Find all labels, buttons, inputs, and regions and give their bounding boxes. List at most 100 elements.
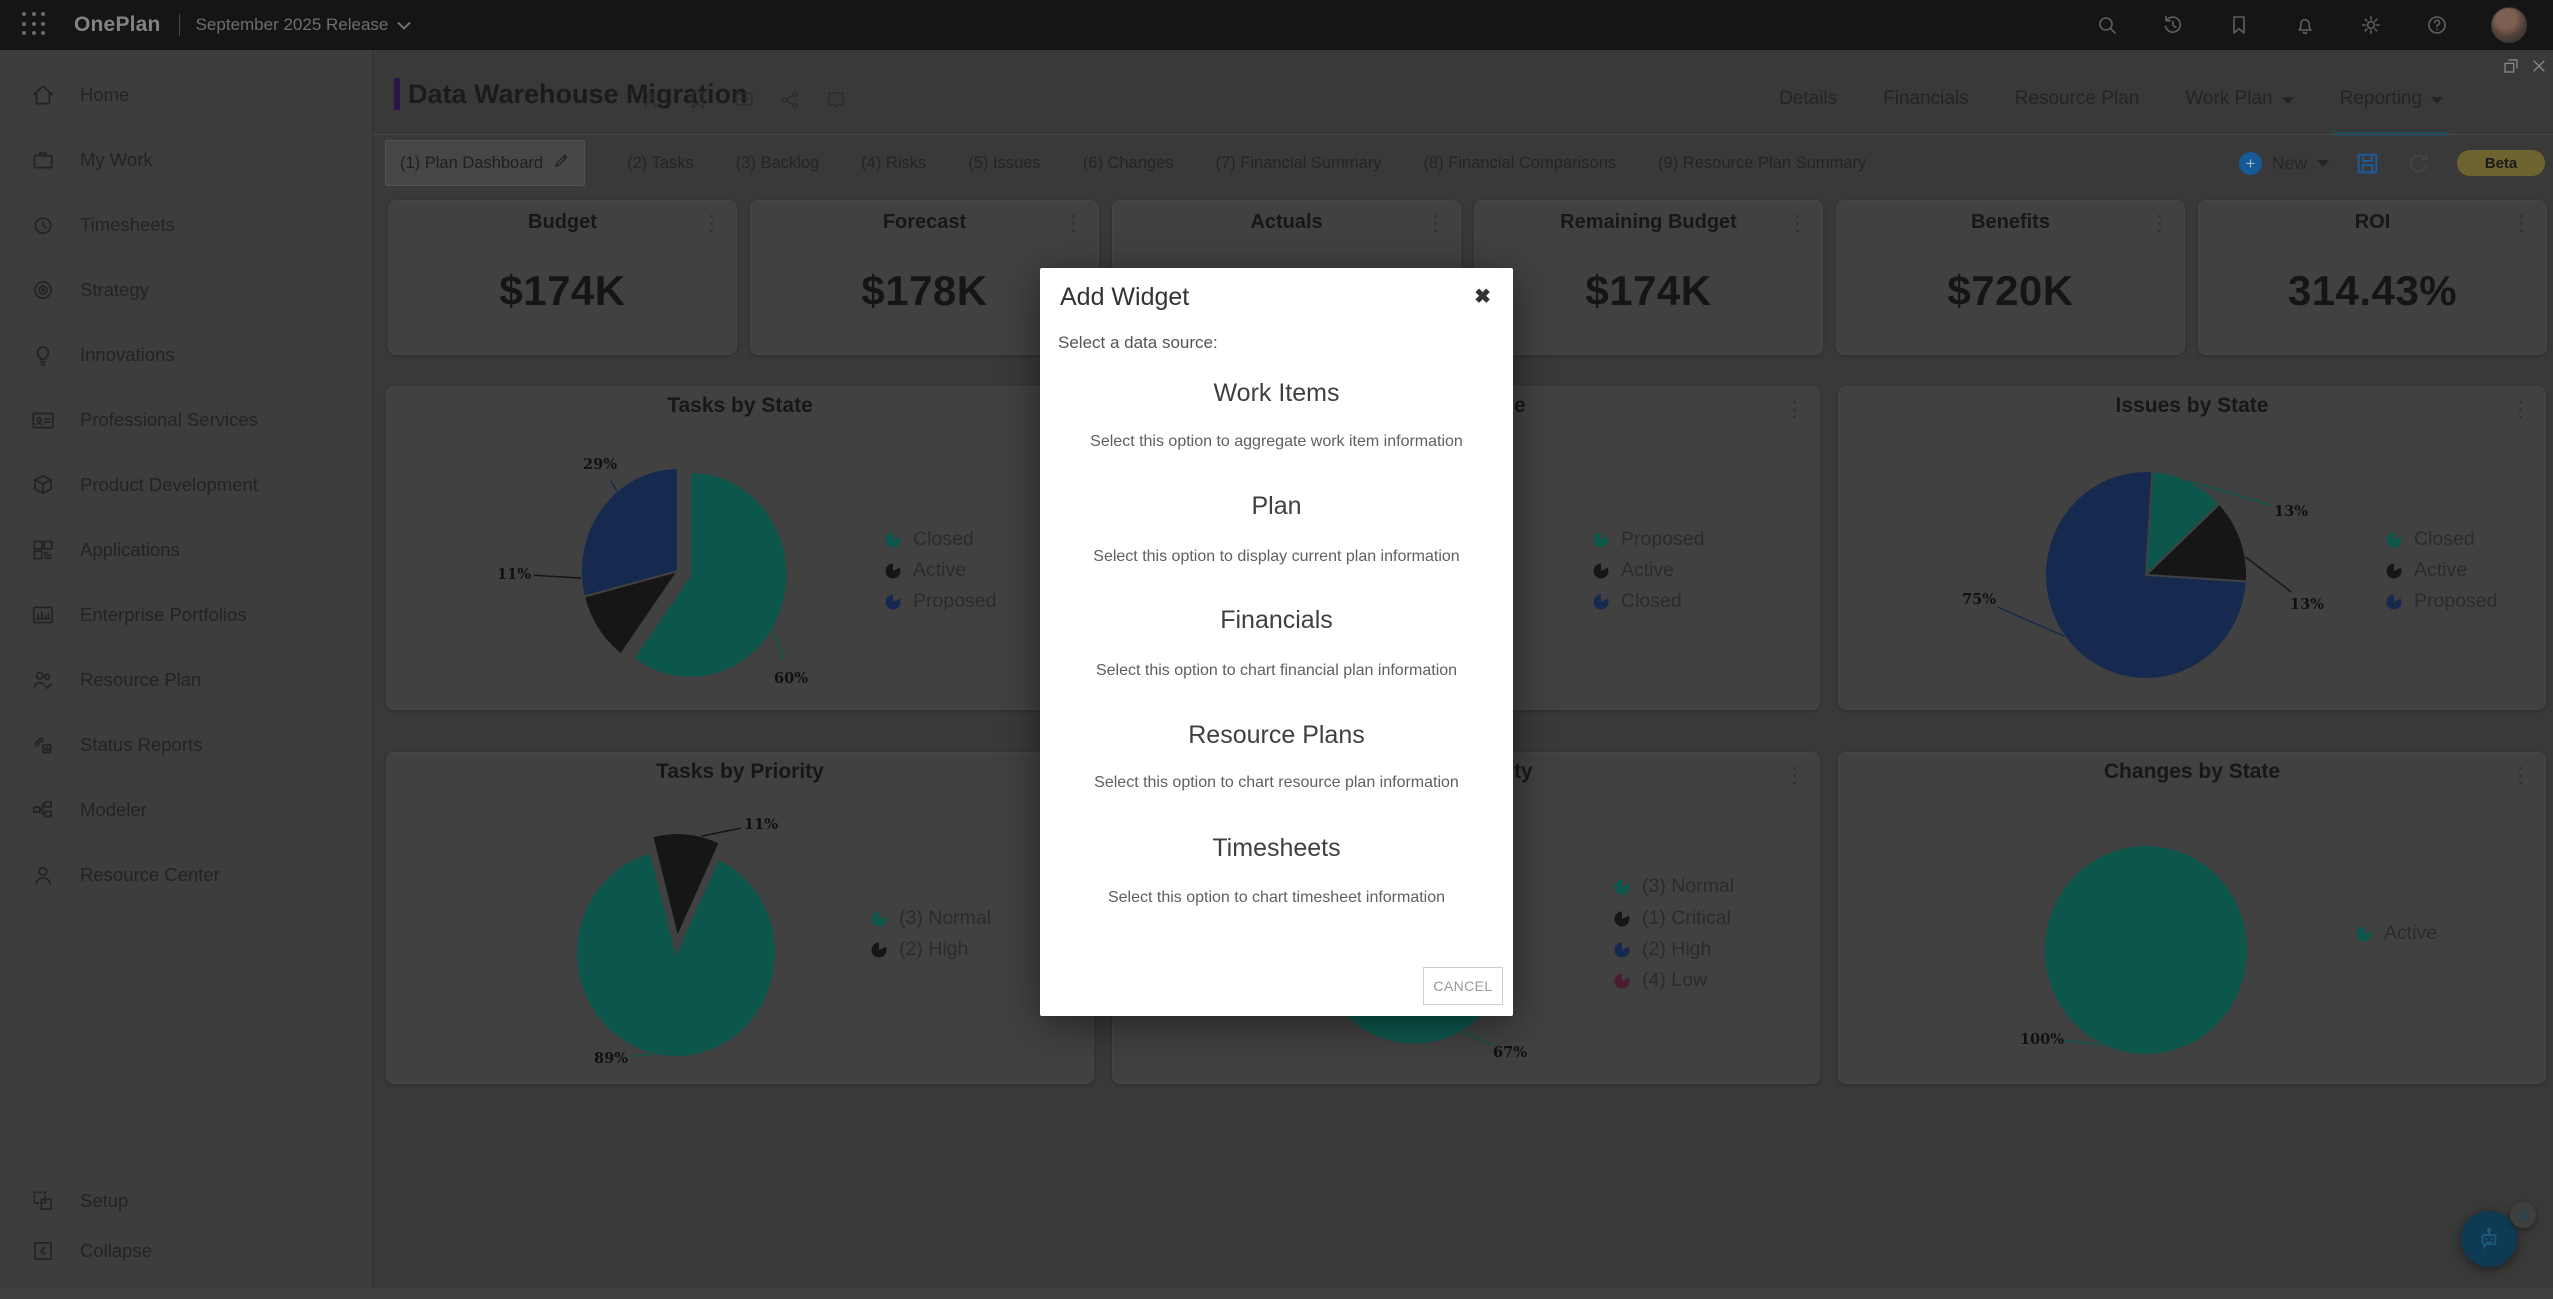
bookmark-icon[interactable]	[2227, 13, 2251, 37]
settings-icon[interactable]	[2359, 13, 2383, 37]
app-logo[interactable]: OnePlan	[74, 13, 161, 36]
legend-item-active[interactable]: Active	[2386, 559, 2467, 582]
person-check-icon[interactable]	[640, 88, 664, 112]
chatbot-fab-button[interactable]	[2461, 1211, 2517, 1267]
chevron-down-icon	[397, 21, 412, 30]
tab-5[interactable]: (5) Issues	[968, 154, 1040, 173]
sidebar-item-modeler[interactable]: Modeler	[0, 787, 372, 833]
sidebar-item-resource-plan[interactable]: Resource Plan	[0, 657, 372, 703]
edit-pencil-icon[interactable]	[553, 152, 570, 174]
sidebar-item-setup[interactable]: Setup	[0, 1178, 372, 1224]
sidebar-item-innovations[interactable]: Innovations	[0, 332, 372, 378]
close-panel-icon[interactable]	[2531, 58, 2547, 74]
dialog-title: Add Widget	[1060, 283, 1190, 311]
sidebar-item-product-development[interactable]: Product Development	[0, 462, 372, 508]
sidebar-item-applications[interactable]: Applications	[0, 527, 372, 573]
data-source-option-financials[interactable]: Financials	[1220, 606, 1333, 634]
sidebar-item-my-work[interactable]: My Work	[0, 137, 372, 183]
legend-item-closed[interactable]: Closed	[885, 528, 974, 551]
card-menu-icon[interactable]: ⋮	[2149, 212, 2170, 235]
flag-icon[interactable]	[824, 88, 848, 112]
search-icon[interactable]	[2095, 13, 2119, 37]
legend-item-4low[interactable]: (4) Low	[1614, 969, 1707, 992]
plan-nav-reporting[interactable]: Reporting	[2333, 88, 2450, 136]
chatbot-power-badge[interactable]	[2510, 1202, 2536, 1228]
tab-9[interactable]: (9) Resource Plan Summary	[1658, 154, 1866, 173]
sidebar-item-enterprise-portfolios[interactable]: Enterprise Portfolios	[0, 592, 372, 638]
cancel-button[interactable]: CANCEL	[1423, 967, 1503, 1005]
sidebar-item-professional-services[interactable]: Professional Services	[0, 397, 372, 443]
plan-nav-details[interactable]: Details	[1779, 88, 1837, 114]
card-menu-icon[interactable]: ⋮	[1787, 212, 1808, 235]
legend-item-3normal[interactable]: (3) Normal	[1614, 875, 1734, 898]
sidebar-item-collapse[interactable]: Collapse	[0, 1228, 372, 1274]
pie-slice-active[interactable]	[2043, 844, 2249, 1056]
plan-nav-work-plan[interactable]: Work Plan	[2185, 88, 2294, 114]
sidebar-item-timesheets[interactable]: Timesheets	[0, 202, 372, 248]
data-source-option-work-items[interactable]: Work Items	[1213, 379, 1340, 407]
legend-item-2high[interactable]: (2) High	[1614, 938, 1711, 961]
data-source-option-plan[interactable]: Plan	[1251, 492, 1302, 520]
card-menu-icon[interactable]: ⋮	[1784, 398, 1805, 421]
plan-nav-resource-plan[interactable]: Resource Plan	[2015, 88, 2140, 114]
comment-icon[interactable]	[732, 88, 756, 112]
tab-3[interactable]: (3) Backlog	[736, 154, 819, 173]
data-source-option-resource-plans[interactable]: Resource Plans	[1188, 721, 1365, 749]
sidebar-item-resource-center[interactable]: Resource Center	[0, 852, 372, 898]
card-menu-icon[interactable]: ⋮	[2510, 764, 2531, 787]
history-icon[interactable]	[2161, 13, 2185, 37]
sidebar-item-status-reports[interactable]: Status Reports	[0, 722, 372, 768]
help-icon[interactable]	[2425, 13, 2449, 37]
topbar-divider	[178, 14, 180, 36]
legend-item-proposed[interactable]: Proposed	[1593, 528, 1704, 551]
legend-item-closed[interactable]: Closed	[1593, 590, 1682, 613]
legend-item-proposed[interactable]: Proposed	[2386, 590, 2497, 613]
tab-2[interactable]: (2) Tasks	[627, 154, 694, 173]
card-menu-icon[interactable]: ⋮	[1425, 212, 1446, 235]
legend-item-closed[interactable]: Closed	[2386, 528, 2475, 551]
card-menu-icon[interactable]: ⋮	[1784, 764, 1805, 787]
tab-label: (5) Issues	[968, 153, 1041, 172]
horizontal-scrollbar[interactable]	[0, 1288, 2553, 1299]
share-icon[interactable]	[778, 88, 802, 112]
tab-1[interactable]: (1) Plan Dashboard	[385, 140, 586, 186]
legend-label: (3) Normal	[899, 907, 992, 929]
tab-7[interactable]: (7) Financial Summary	[1216, 154, 1382, 173]
tab-6[interactable]: (6) Changes	[1083, 154, 1174, 173]
pie-slice-3normal[interactable]	[575, 851, 777, 1058]
card-menu-icon[interactable]: ⋮	[701, 212, 722, 235]
tab-8[interactable]: (8) Financial Comparisons	[1423, 154, 1616, 173]
pie-slice-proposed[interactable]	[2044, 470, 2248, 680]
user-avatar[interactable]	[2491, 7, 2527, 43]
pie-slice-2high[interactable]	[651, 832, 722, 941]
card-menu-icon[interactable]: ⋮	[2510, 398, 2531, 421]
app-launcher-waffle-icon[interactable]	[22, 12, 48, 38]
pie-slice-closed[interactable]	[631, 471, 789, 679]
legend-item-proposed[interactable]: Proposed	[885, 590, 996, 613]
legend-item-active[interactable]: Active	[885, 559, 966, 582]
legend-item-active[interactable]: Active	[2356, 922, 2437, 945]
new-widget-button[interactable]: + New	[2238, 151, 2329, 175]
pie-slice-active[interactable]	[2143, 502, 2248, 583]
dialog-close-icon[interactable]: ✖	[1474, 286, 1491, 308]
refresh-icon[interactable]	[2406, 151, 2431, 176]
save-dashboard-icon[interactable]	[2355, 151, 2380, 176]
bookmark-icon[interactable]	[686, 88, 710, 112]
sidebar-item-strategy[interactable]: Strategy	[0, 267, 372, 313]
legend-item-active[interactable]: Active	[1593, 559, 1674, 582]
pie-slice-proposed[interactable]	[580, 466, 679, 598]
card-menu-icon[interactable]: ⋮	[1063, 212, 1084, 235]
legend-item-1critical[interactable]: (1) Critical	[1614, 907, 1731, 930]
popout-icon[interactable]	[2503, 58, 2519, 74]
pie-slice-active[interactable]	[582, 569, 681, 656]
bell-icon[interactable]	[2293, 13, 2317, 37]
data-source-option-timesheets[interactable]: Timesheets	[1212, 834, 1341, 862]
release-selector[interactable]: September 2025 Release	[196, 15, 412, 35]
sidebar-item-home[interactable]: Home	[0, 72, 372, 118]
legend-item-3normal[interactable]: (3) Normal	[871, 907, 991, 930]
tab-4[interactable]: (4) Risks	[861, 154, 926, 173]
kpi-value: $178K	[861, 267, 988, 314]
plan-nav-financials[interactable]: Financials	[1883, 88, 1969, 114]
card-menu-icon[interactable]: ⋮	[2511, 212, 2532, 235]
legend-item-2high[interactable]: (2) High	[871, 938, 968, 961]
